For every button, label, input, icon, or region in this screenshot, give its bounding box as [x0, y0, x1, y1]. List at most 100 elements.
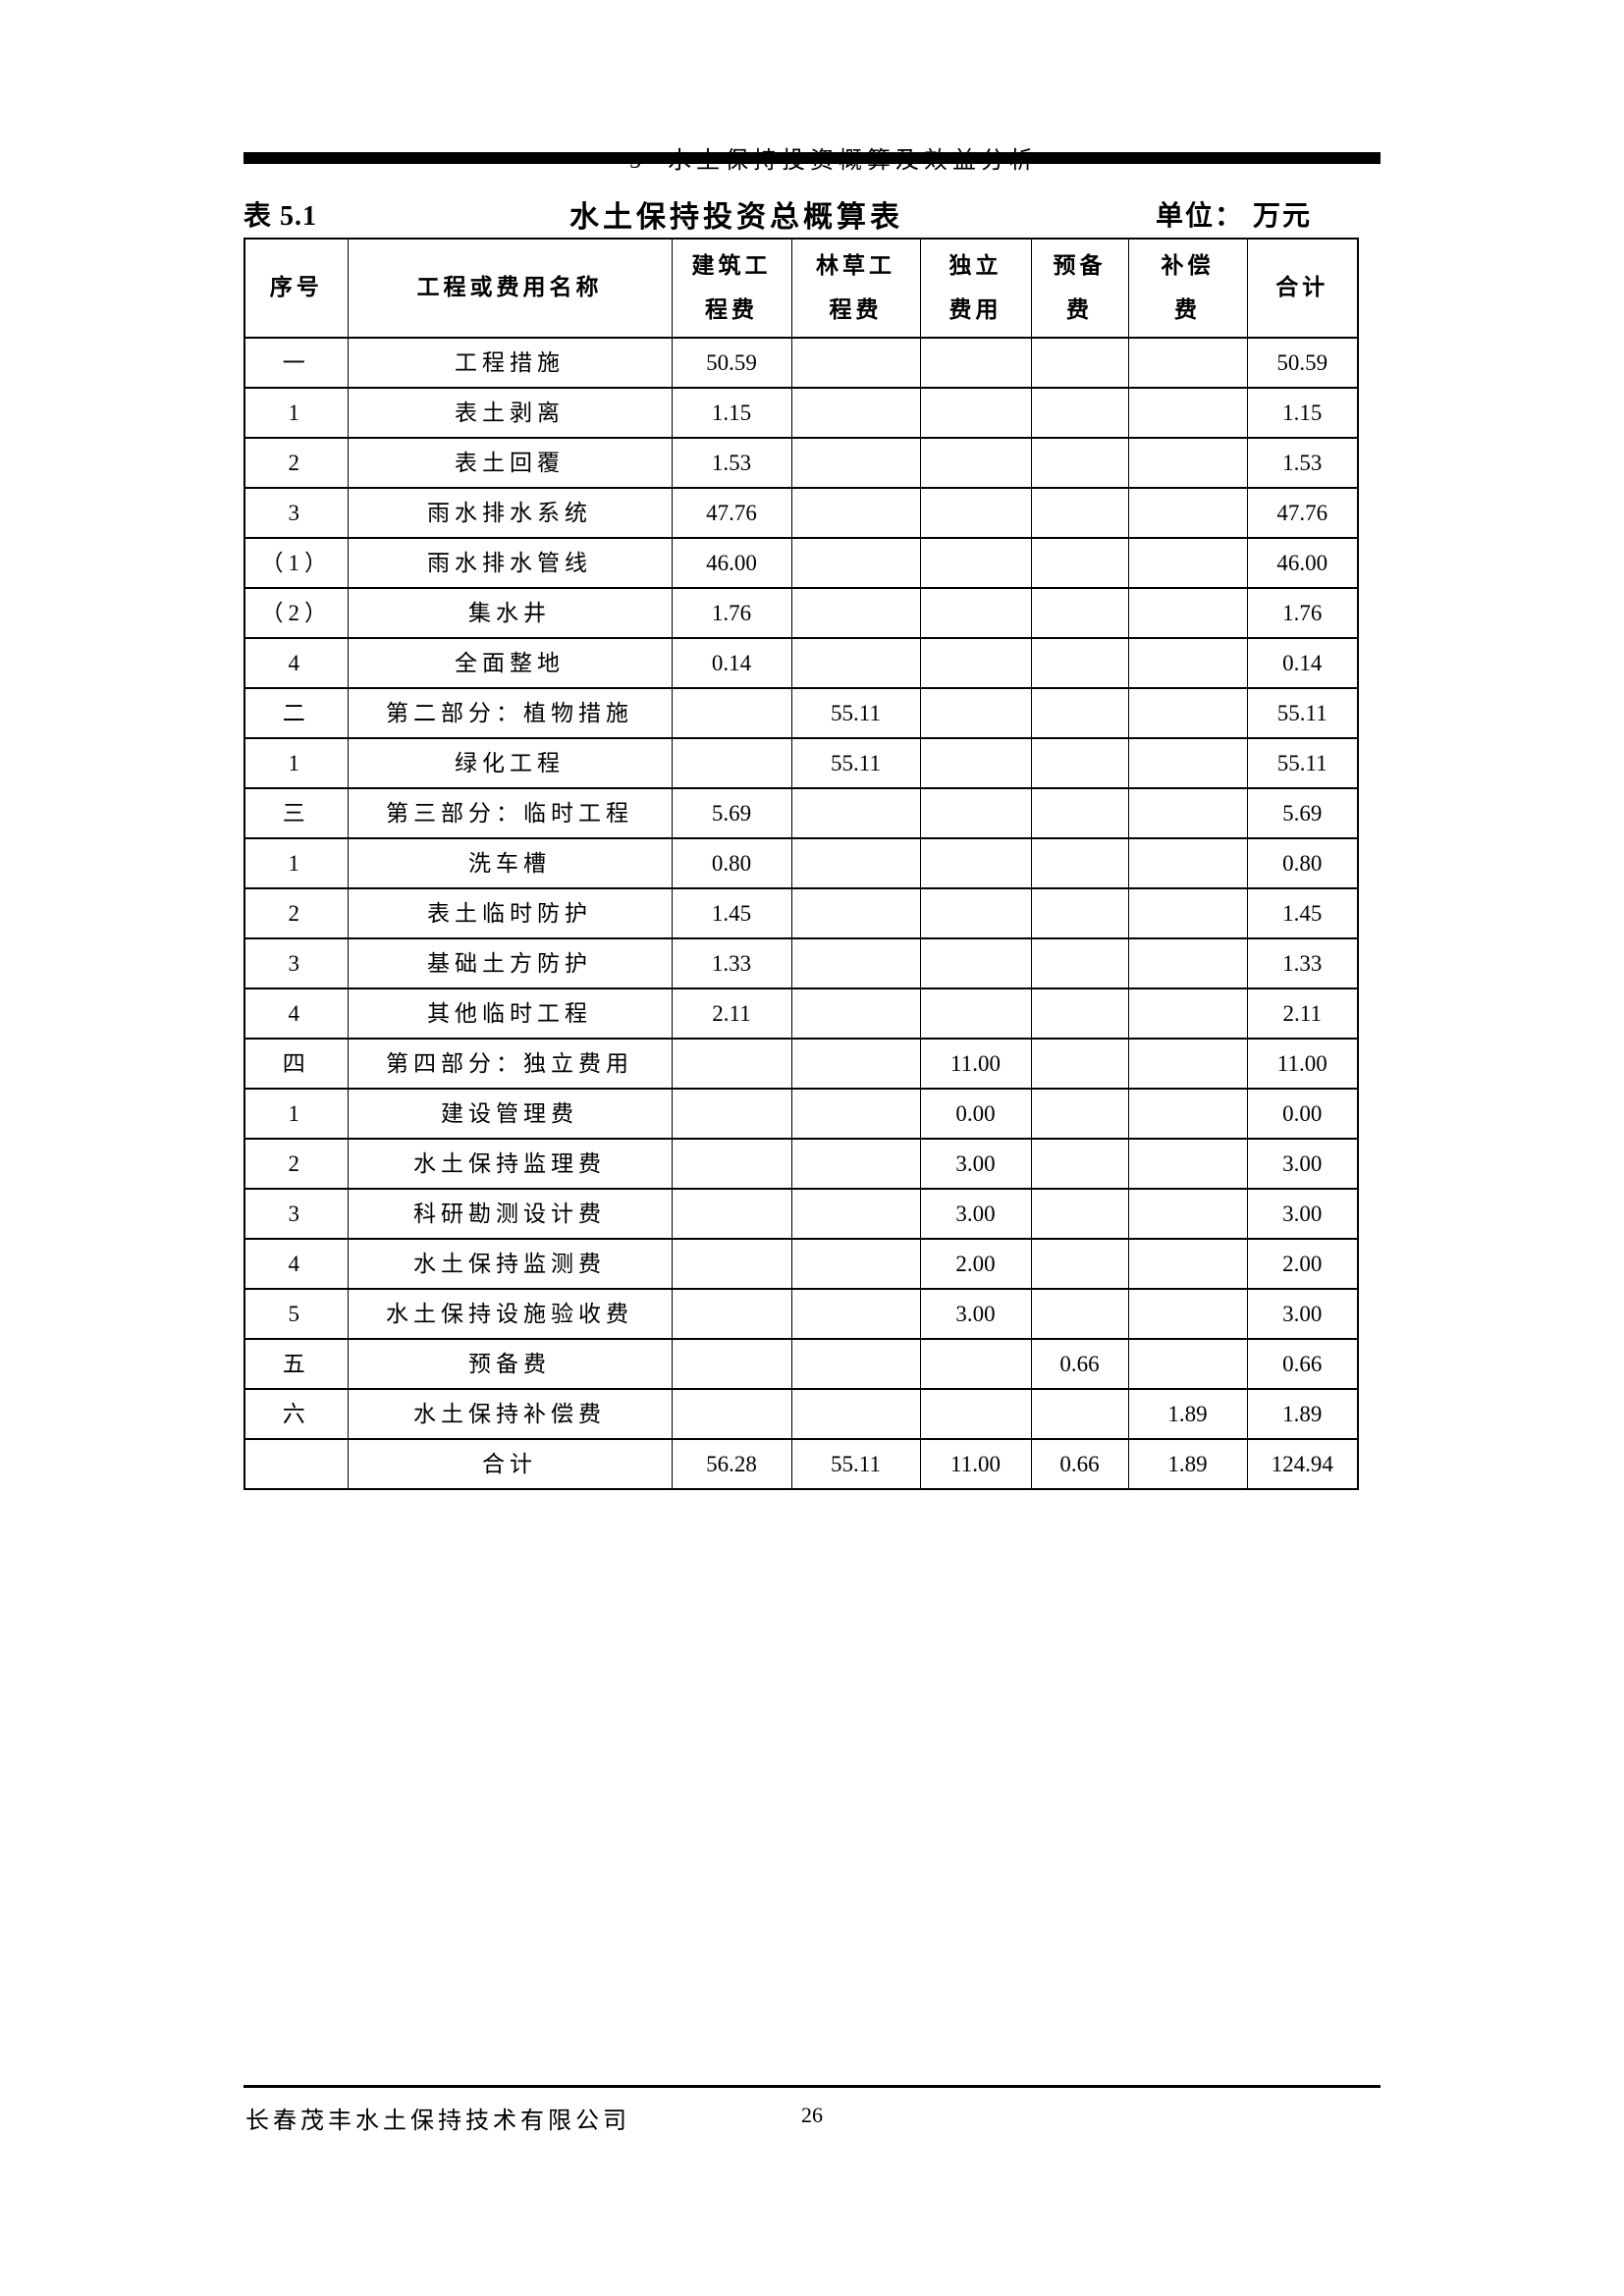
cell-independent-cost: [919, 787, 1032, 839]
table-row: 5 水土保持设施验收费 3.00 3.00: [244, 1288, 1359, 1340]
header-divider: [244, 152, 1380, 164]
cell-total: 3.00: [1246, 1288, 1359, 1340]
cell-vegetation-cost: [790, 837, 921, 889]
cell-independent-cost: 0.00: [919, 1088, 1032, 1140]
cell-seq: 2: [244, 437, 349, 489]
cell-construction-cost: 1.33: [671, 937, 792, 989]
cell-item-name: 科研勘测设计费: [347, 1188, 673, 1240]
cell-independent-cost: [919, 487, 1032, 539]
cell-item-name: 雨水排水管线: [347, 537, 673, 589]
cell-independent-cost: [919, 337, 1032, 389]
table-row: 3 基础土方防护 1.33 1.33: [244, 937, 1359, 989]
cell-vegetation-cost: [790, 437, 921, 489]
cell-item-name: 表土回覆: [347, 437, 673, 489]
cell-independent-cost: [919, 1338, 1032, 1390]
cell-seq: 1: [244, 737, 349, 789]
cell-seq: 1: [244, 837, 349, 889]
cell-reserve-cost: [1030, 387, 1129, 439]
cell-compensation-cost: [1127, 637, 1248, 689]
cell-compensation-cost: [1127, 587, 1248, 639]
cell-construction-cost: 1.15: [671, 387, 792, 439]
cell-compensation-cost: [1127, 687, 1248, 739]
table-row: （1） 雨水排水管线 46.00 46.00: [244, 537, 1359, 589]
cell-item-name: 其他临时工程: [347, 988, 673, 1040]
cell-item-name: 合计: [347, 1438, 673, 1490]
cell-independent-cost: 3.00: [919, 1188, 1032, 1240]
cell-total: 1.89: [1246, 1388, 1359, 1440]
cell-compensation-cost: [1127, 1138, 1248, 1190]
table-row: 4 水土保持监测费 2.00 2.00: [244, 1238, 1359, 1290]
cell-total: 0.14: [1246, 637, 1359, 689]
cell-vegetation-cost: 55.11: [790, 737, 921, 789]
cell-vegetation-cost: [790, 988, 921, 1040]
cell-total: 1.45: [1246, 887, 1359, 939]
table-row: 1 绿化工程 55.11 55.11: [244, 737, 1359, 789]
table-row: 三 第三部分：临时工程 5.69 5.69: [244, 787, 1359, 839]
cell-total: 46.00: [1246, 537, 1359, 589]
cell-total: 0.80: [1246, 837, 1359, 889]
cell-total: 3.00: [1246, 1188, 1359, 1240]
column-header-total: 合计: [1246, 238, 1359, 339]
table-row: 一 工程措施 50.59 50.59: [244, 337, 1359, 389]
cell-independent-cost: [919, 637, 1032, 689]
cell-vegetation-cost: [790, 1338, 921, 1390]
footer-divider: [244, 2085, 1380, 2088]
cell-seq: 四: [244, 1038, 349, 1090]
table-row: 2 表土回覆 1.53 1.53: [244, 437, 1359, 489]
cell-reserve-cost: [1030, 537, 1129, 589]
cell-construction-cost: 56.28: [671, 1438, 792, 1490]
cell-vegetation-cost: 55.11: [790, 1438, 921, 1490]
cell-vegetation-cost: [790, 1138, 921, 1190]
cell-construction-cost: [671, 1288, 792, 1340]
table-row: 3 科研勘测设计费 3.00 3.00: [244, 1188, 1359, 1240]
cell-compensation-cost: 1.89: [1127, 1388, 1248, 1440]
cell-construction-cost: 50.59: [671, 337, 792, 389]
cell-seq: （2）: [244, 587, 349, 639]
cell-compensation-cost: [1127, 1188, 1248, 1240]
cell-independent-cost: [919, 737, 1032, 789]
cell-reserve-cost: [1030, 1238, 1129, 1290]
cell-item-name: 第三部分：临时工程: [347, 787, 673, 839]
cell-reserve-cost: [1030, 1038, 1129, 1090]
cell-seq: [244, 1438, 349, 1490]
cell-vegetation-cost: [790, 587, 921, 639]
cell-seq: 4: [244, 637, 349, 689]
table-row: 1 建设管理费 0.00 0.00: [244, 1088, 1359, 1140]
cell-seq: 1: [244, 387, 349, 439]
cell-seq: （1）: [244, 537, 349, 589]
table-header-row: 序号 工程或费用名称 建筑工 程费 林草工 程费 独立 费用 预备 费 补偿 费…: [244, 238, 1359, 339]
column-header-compensation-cost: 补偿 费: [1127, 238, 1248, 339]
cell-seq: 二: [244, 687, 349, 739]
cell-item-name: 第四部分：独立费用: [347, 1038, 673, 1090]
cell-reserve-cost: [1030, 887, 1129, 939]
cell-seq: 五: [244, 1338, 349, 1390]
cell-vegetation-cost: [790, 537, 921, 589]
cell-compensation-cost: [1127, 837, 1248, 889]
cell-independent-cost: [919, 587, 1032, 639]
cell-compensation-cost: [1127, 537, 1248, 589]
cell-seq: 2: [244, 1138, 349, 1190]
cell-construction-cost: 46.00: [671, 537, 792, 589]
column-header-reserve-cost: 预备 费: [1030, 238, 1129, 339]
cell-construction-cost: 5.69: [671, 787, 792, 839]
cell-vegetation-cost: [790, 787, 921, 839]
cell-total: 1.76: [1246, 587, 1359, 639]
table-row: 五 预备费 0.66 0.66: [244, 1338, 1359, 1390]
cell-item-name: 表土临时防护: [347, 887, 673, 939]
cell-vegetation-cost: [790, 337, 921, 389]
cell-construction-cost: [671, 1388, 792, 1440]
cell-reserve-cost: [1030, 337, 1129, 389]
cell-vegetation-cost: [790, 1388, 921, 1440]
cell-compensation-cost: [1127, 737, 1248, 789]
column-header-independent-cost: 独立 费用: [919, 238, 1032, 339]
cell-compensation-cost: [1127, 988, 1248, 1040]
cell-vegetation-cost: [790, 937, 921, 989]
cell-reserve-cost: [1030, 1188, 1129, 1240]
cell-reserve-cost: 0.66: [1030, 1438, 1129, 1490]
page-footer: 长春茂丰水土保持技术有限公司 26: [244, 2097, 1380, 2136]
cell-construction-cost: 1.53: [671, 437, 792, 489]
cell-seq: 3: [244, 487, 349, 539]
cell-reserve-cost: [1030, 837, 1129, 889]
cell-total: 55.11: [1246, 737, 1359, 789]
